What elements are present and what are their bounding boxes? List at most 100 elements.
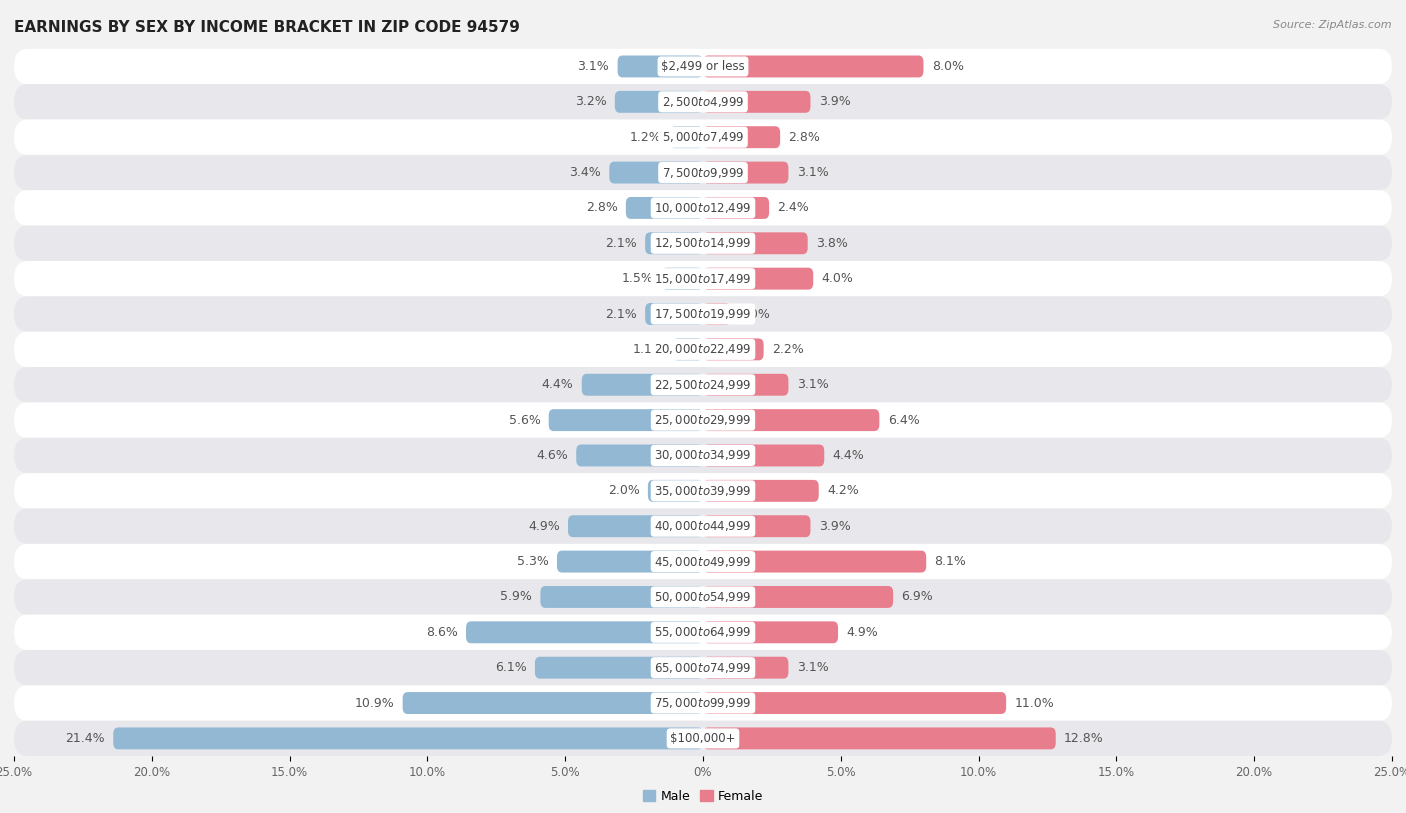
Text: $30,000 to $34,999: $30,000 to $34,999 [654,449,752,463]
FancyBboxPatch shape [645,303,703,325]
Text: 4.2%: 4.2% [827,485,859,498]
FancyBboxPatch shape [14,509,1392,544]
Text: $55,000 to $64,999: $55,000 to $64,999 [654,625,752,639]
Text: 4.0%: 4.0% [821,272,853,285]
Text: 3.9%: 3.9% [818,520,851,533]
FancyBboxPatch shape [582,374,703,396]
Text: 1.2%: 1.2% [630,131,662,144]
Text: 2.8%: 2.8% [586,202,617,215]
Text: $100,000+: $100,000+ [671,732,735,745]
Text: $75,000 to $99,999: $75,000 to $99,999 [654,696,752,710]
FancyBboxPatch shape [568,515,703,537]
Text: 5.3%: 5.3% [517,555,548,568]
FancyBboxPatch shape [648,480,703,502]
FancyBboxPatch shape [703,197,769,219]
FancyBboxPatch shape [14,226,1392,261]
Text: 1.0%: 1.0% [738,307,770,320]
Text: 3.1%: 3.1% [578,60,609,73]
Text: 2.2%: 2.2% [772,343,804,356]
Text: 8.6%: 8.6% [426,626,458,639]
Text: $12,500 to $14,999: $12,500 to $14,999 [654,237,752,250]
FancyBboxPatch shape [14,544,1392,579]
Text: Source: ZipAtlas.com: Source: ZipAtlas.com [1274,20,1392,30]
Text: 10.9%: 10.9% [354,697,394,710]
Text: 4.6%: 4.6% [536,449,568,462]
Text: 3.1%: 3.1% [797,661,828,674]
FancyBboxPatch shape [703,338,763,360]
Text: 8.1%: 8.1% [935,555,966,568]
Text: $10,000 to $12,499: $10,000 to $12,499 [654,201,752,215]
Text: $20,000 to $22,499: $20,000 to $22,499 [654,342,752,356]
Text: 2.4%: 2.4% [778,202,810,215]
Text: 5.9%: 5.9% [501,590,531,603]
FancyBboxPatch shape [703,621,838,643]
Text: EARNINGS BY SEX BY INCOME BRACKET IN ZIP CODE 94579: EARNINGS BY SEX BY INCOME BRACKET IN ZIP… [14,20,520,35]
FancyBboxPatch shape [703,91,810,113]
FancyBboxPatch shape [703,445,824,467]
Text: 2.1%: 2.1% [605,307,637,320]
FancyBboxPatch shape [614,91,703,113]
Text: $65,000 to $74,999: $65,000 to $74,999 [654,661,752,675]
FancyBboxPatch shape [626,197,703,219]
FancyBboxPatch shape [14,579,1392,615]
FancyBboxPatch shape [617,55,703,77]
Text: 1.5%: 1.5% [621,272,654,285]
Text: 8.0%: 8.0% [932,60,963,73]
Text: 3.8%: 3.8% [815,237,848,250]
FancyBboxPatch shape [14,720,1392,756]
FancyBboxPatch shape [14,685,1392,720]
Text: 4.4%: 4.4% [541,378,574,391]
Text: 2.0%: 2.0% [607,485,640,498]
FancyBboxPatch shape [703,692,1007,714]
FancyBboxPatch shape [402,692,703,714]
FancyBboxPatch shape [14,332,1392,367]
FancyBboxPatch shape [703,657,789,679]
FancyBboxPatch shape [703,374,789,396]
Text: 3.4%: 3.4% [569,166,600,179]
FancyBboxPatch shape [703,409,879,431]
FancyBboxPatch shape [703,233,807,254]
Text: 3.1%: 3.1% [797,166,828,179]
Text: 5.6%: 5.6% [509,414,540,427]
FancyBboxPatch shape [703,55,924,77]
FancyBboxPatch shape [703,126,780,148]
FancyBboxPatch shape [534,657,703,679]
Text: $2,500 to $4,999: $2,500 to $4,999 [662,95,744,109]
Text: $17,500 to $19,999: $17,500 to $19,999 [654,307,752,321]
Text: 2.8%: 2.8% [789,131,820,144]
Text: 3.1%: 3.1% [797,378,828,391]
FancyBboxPatch shape [14,402,1392,437]
FancyBboxPatch shape [703,550,927,572]
Text: 3.9%: 3.9% [818,95,851,108]
FancyBboxPatch shape [609,162,703,184]
Text: $15,000 to $17,499: $15,000 to $17,499 [654,272,752,285]
FancyBboxPatch shape [14,49,1392,85]
FancyBboxPatch shape [576,445,703,467]
FancyBboxPatch shape [669,126,703,148]
FancyBboxPatch shape [14,120,1392,155]
FancyBboxPatch shape [645,233,703,254]
FancyBboxPatch shape [557,550,703,572]
FancyBboxPatch shape [465,621,703,643]
Text: $22,500 to $24,999: $22,500 to $24,999 [654,378,752,392]
FancyBboxPatch shape [14,367,1392,402]
FancyBboxPatch shape [540,586,703,608]
Text: 4.9%: 4.9% [527,520,560,533]
Text: 3.2%: 3.2% [575,95,606,108]
Text: 1.1%: 1.1% [633,343,665,356]
FancyBboxPatch shape [703,586,893,608]
FancyBboxPatch shape [662,267,703,289]
Text: 2.1%: 2.1% [605,237,637,250]
FancyBboxPatch shape [14,297,1392,332]
Text: $7,500 to $9,999: $7,500 to $9,999 [662,166,744,180]
FancyBboxPatch shape [14,261,1392,297]
Text: 11.0%: 11.0% [1014,697,1054,710]
Text: $5,000 to $7,499: $5,000 to $7,499 [662,130,744,144]
Text: $25,000 to $29,999: $25,000 to $29,999 [654,413,752,427]
FancyBboxPatch shape [703,162,789,184]
FancyBboxPatch shape [703,480,818,502]
Text: $35,000 to $39,999: $35,000 to $39,999 [654,484,752,498]
FancyBboxPatch shape [14,85,1392,120]
Text: $40,000 to $44,999: $40,000 to $44,999 [654,520,752,533]
Text: 21.4%: 21.4% [65,732,105,745]
